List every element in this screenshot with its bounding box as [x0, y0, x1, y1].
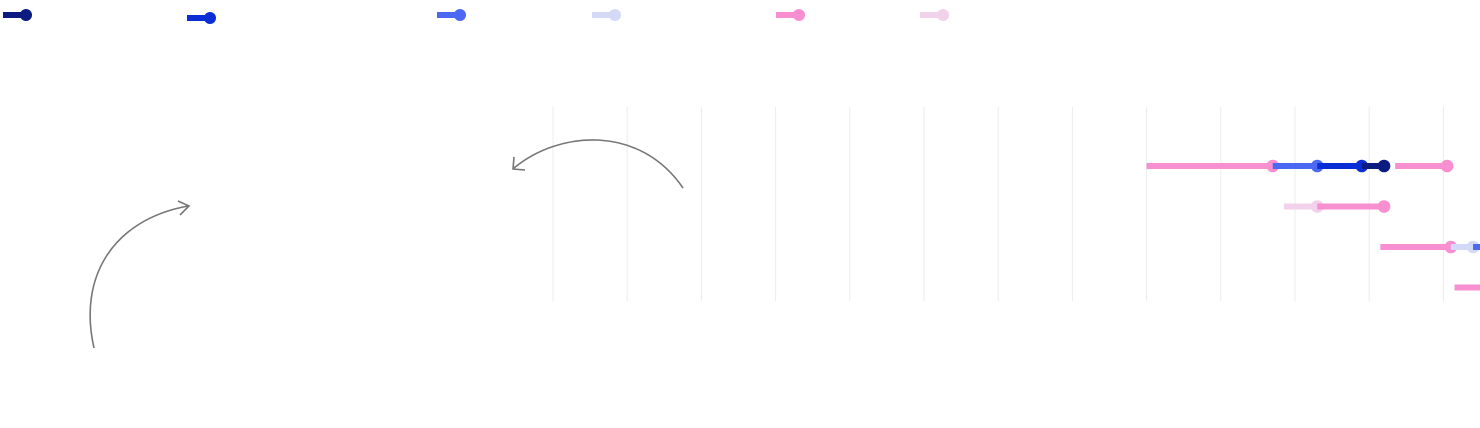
legend-item	[437, 9, 466, 21]
segment-end-dot	[1440, 159, 1454, 173]
chart-row	[1380, 240, 1480, 254]
gridlines	[552, 107, 1444, 301]
arrow-head-right	[177, 200, 191, 216]
arrow-curve-left	[513, 139, 684, 189]
arrow-curve-right	[89, 205, 189, 349]
segment-end-dot	[1377, 200, 1391, 213]
legend-item	[3, 9, 32, 21]
legend-swatch-dot	[793, 9, 805, 21]
range-segment	[1317, 159, 1369, 173]
chart-row	[1454, 284, 1480, 291]
range-segment	[1361, 159, 1391, 173]
chart-row	[1283, 200, 1391, 213]
range-segment	[1450, 240, 1480, 254]
range-segment	[1395, 159, 1454, 173]
legend-item	[776, 9, 805, 21]
legend-item	[592, 9, 621, 21]
range-bars	[1146, 159, 1480, 291]
range-segment	[1146, 159, 1280, 173]
segment-end-dot	[1466, 240, 1480, 254]
legend-swatch-dot	[20, 9, 32, 21]
legend-swatch-dot	[454, 9, 466, 21]
legend-swatch-dot	[609, 9, 621, 21]
chart-row	[1146, 159, 1454, 173]
segment-end-dot	[1377, 159, 1391, 173]
segment-end-dot	[1444, 240, 1458, 254]
legend-item	[920, 9, 949, 21]
arrow-head-left	[512, 156, 526, 171]
legend	[3, 9, 949, 24]
annotations	[89, 139, 684, 349]
range-segment	[1454, 284, 1480, 291]
range-segment	[1380, 240, 1458, 254]
range-segment	[1272, 159, 1324, 173]
legend-swatch-dot	[204, 12, 216, 24]
legend-item	[187, 12, 216, 24]
range-segment	[1317, 200, 1391, 213]
legend-swatch-dot	[937, 9, 949, 21]
